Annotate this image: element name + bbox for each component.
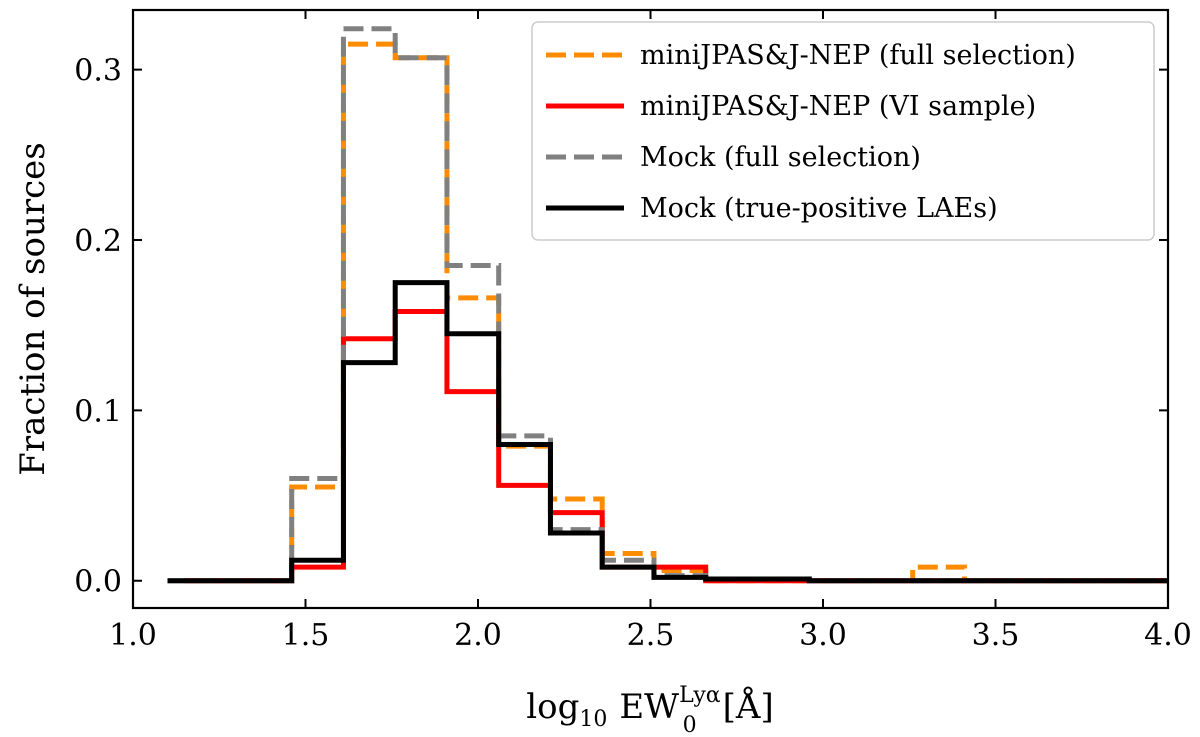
x-tick-label: 3.5 xyxy=(972,618,1020,653)
y-tick-label: 0.1 xyxy=(74,394,122,429)
ticks-layer: 1.0 1.5 2.0 2.5 3.0 3.5 4.0 0.0 0.1 0.2 0.3 xyxy=(74,10,1192,653)
legend-items: miniJPAS&J-NEP (full selection) miniJPAS&… xyxy=(546,40,1076,224)
series-line-4 xyxy=(167,280,1168,584)
legend-label-3: Mock (full selection) xyxy=(640,142,921,173)
x-axis-label: log10 EWLyα 0 [Å] xyxy=(526,683,773,737)
legend-label-1: miniJPAS&J-NEP (full selection) xyxy=(640,40,1076,71)
legend-label-4: Mock (true-positive LAEs) xyxy=(640,193,998,224)
x-tick-label: 1.0 xyxy=(109,618,157,653)
x-axis-label-quantity-sup: Lyα xyxy=(679,683,721,708)
legend-box xyxy=(531,21,1155,241)
x-tick-label: 4.0 xyxy=(1144,618,1192,653)
x-tick-label: 1.5 xyxy=(282,618,330,653)
y-tick-label: 0.0 xyxy=(74,565,122,600)
y-axis-label: Fraction of sources xyxy=(13,142,53,475)
y-tick-label: 0.3 xyxy=(74,54,122,89)
x-axis-label-unit: [Å] xyxy=(723,686,774,727)
x-axis-label-base: log xyxy=(526,687,579,727)
x-axis-label-quantity: EW xyxy=(619,687,679,727)
x-tick-label: 2.5 xyxy=(627,618,675,653)
x-axis-label-quantity-sub: 0 xyxy=(683,713,697,737)
x-tick-label: 3.0 xyxy=(799,618,847,653)
x-axis-label-base-sub: 10 xyxy=(579,707,607,732)
x-tick-label: 2.0 xyxy=(454,618,502,653)
series-line-2 xyxy=(184,309,1168,584)
legend: miniJPAS&J-NEP (full selection) miniJPAS&… xyxy=(531,21,1155,241)
legend-label-2: miniJPAS&J-NEP (VI sample) xyxy=(640,91,1036,122)
y-tick-label: 0.2 xyxy=(74,224,122,259)
series-layer xyxy=(167,26,1168,584)
